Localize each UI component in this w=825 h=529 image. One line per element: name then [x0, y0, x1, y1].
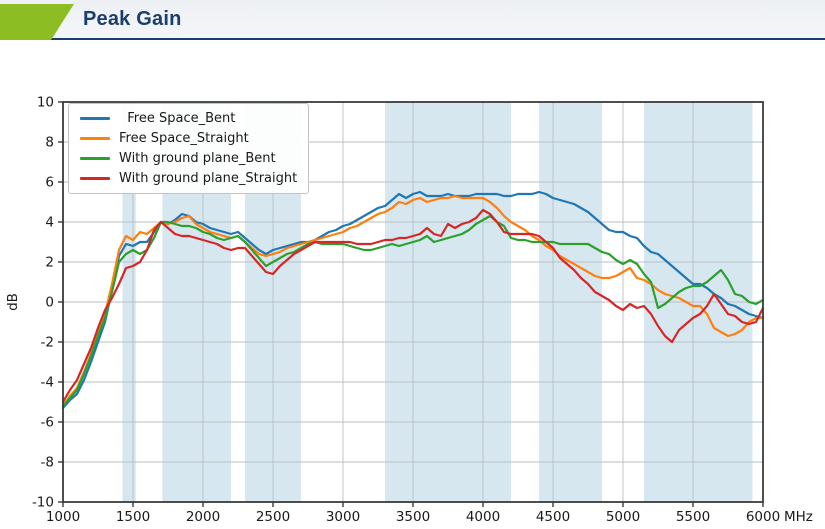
x-tick-label: 2500	[256, 509, 290, 525]
page-title: Peak Gain	[83, 8, 182, 30]
series-line-with-ground-plane-bent	[61, 214, 765, 408]
x-tick-label: 4500	[536, 509, 570, 525]
y-tick-label: -6	[41, 415, 54, 431]
x-tick-label: 6000	[746, 509, 780, 525]
series-line-free-space-bent	[61, 190, 765, 410]
legend-item-with-ground-plane-bent: With ground plane_Bent	[75, 149, 302, 168]
y-tick-label: 6	[45, 175, 54, 191]
legend-label: With ground plane_Straight	[119, 171, 298, 186]
legend-swatch	[80, 157, 110, 160]
x-tick-label: 4000	[466, 509, 500, 525]
y-tick-label: -10	[32, 495, 54, 511]
x-tick-label: 1000	[46, 509, 80, 525]
x-tick-label: 3500	[396, 509, 430, 525]
y-tick-label: 4	[45, 215, 54, 231]
legend-label: With ground plane_Bent	[119, 151, 276, 166]
series-line-free-space-straight	[61, 194, 765, 408]
y-tick-label: -8	[41, 455, 54, 471]
series-line-with-ground-plane-straight	[61, 208, 765, 404]
peak-gain-plot: 1000 1500 2000 2500 3000 3500 4000 4500 5000 5500…	[5, 95, 813, 526]
legend-swatch	[80, 137, 110, 140]
y-tick-label: 8	[45, 135, 54, 151]
x-axis-unit-label: MHz	[784, 509, 813, 525]
legend-item-free-space-bent: Free Space_Bent	[75, 109, 302, 128]
x-tick-label: 5500	[676, 509, 710, 525]
peak-gain-chart: 1000 1500 2000 2500 3000 3500 4000 4500 5000 5500…	[0, 89, 825, 529]
x-tick-label: 1500	[116, 509, 150, 525]
y-tick-label: 2	[45, 255, 54, 271]
y-tick-label: -2	[41, 335, 54, 351]
legend-label: Free Space_Bent	[119, 111, 236, 126]
y-tick-label: 10	[37, 95, 54, 111]
x-tick-label: 5000	[606, 509, 640, 525]
y-axis-label: dB	[5, 293, 21, 311]
header-accent-shape	[0, 4, 74, 40]
x-tick-label: 2000	[186, 509, 220, 525]
header-bar: Peak Gain	[0, 0, 825, 40]
legend-item-free-space-straight: Free Space_Straight	[75, 129, 302, 148]
legend-swatch	[80, 117, 110, 120]
legend-swatch	[80, 177, 110, 180]
legend: Free Space_Bent Free Space_Straight With g…	[68, 103, 309, 194]
y-tick-label: 0	[45, 295, 54, 311]
legend-item-with-ground-plane-straight: With ground plane_Straight	[75, 169, 302, 188]
y-tick-label: -4	[41, 375, 54, 391]
legend-label: Free Space_Straight	[119, 131, 249, 146]
x-tick-label: 3000	[326, 509, 360, 525]
